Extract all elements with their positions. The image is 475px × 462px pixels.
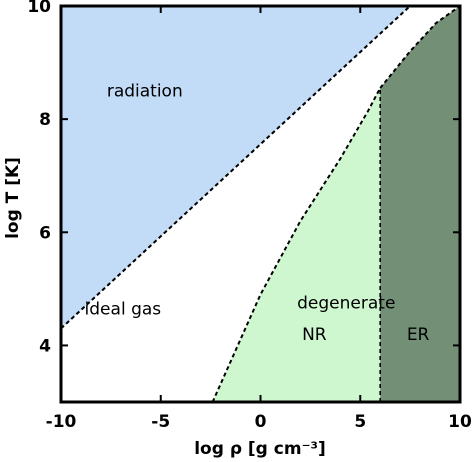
er-degenerate-region — [380, 6, 460, 402]
y-axis-label: log T [K] — [3, 157, 23, 239]
x-tick-label: 10 — [448, 412, 472, 432]
region-label-radiation: radiation — [107, 82, 183, 102]
x-tick-label: -10 — [46, 412, 77, 432]
radiation-region — [61, 6, 411, 329]
x-axis-label: log ρ [g cm⁻³] — [194, 439, 326, 459]
region-label-nr: NR — [302, 325, 327, 345]
y-tick-label: 10 — [27, 0, 51, 17]
y-tick-label: 8 — [39, 110, 51, 130]
x-tick-label: -5 — [151, 412, 170, 432]
nr-degenerate-region — [212, 88, 381, 402]
axis-ticks: -10 -5 0 5 10 4 6 8 10 — [27, 0, 472, 432]
y-tick-label: 6 — [39, 223, 51, 243]
boundaries-layer — [60, 5, 461, 403]
nr-degenerate-boundary-line — [211, 87, 382, 403]
region-label-er: ER — [407, 325, 430, 345]
y-tick-label: 4 — [39, 336, 51, 356]
x-tick-label: 5 — [354, 412, 366, 432]
region-label-degenerate: degenerate — [297, 294, 395, 314]
region-label-ideal-gas: ideal gas — [85, 299, 162, 319]
x-tick-label: 0 — [255, 412, 267, 432]
region-labels: radiation ideal gas degenerate NR ER — [85, 82, 430, 345]
radiation-boundary-line — [60, 5, 411, 330]
regions-layer — [61, 6, 460, 402]
er-degenerate-boundary-line — [379, 5, 461, 89]
